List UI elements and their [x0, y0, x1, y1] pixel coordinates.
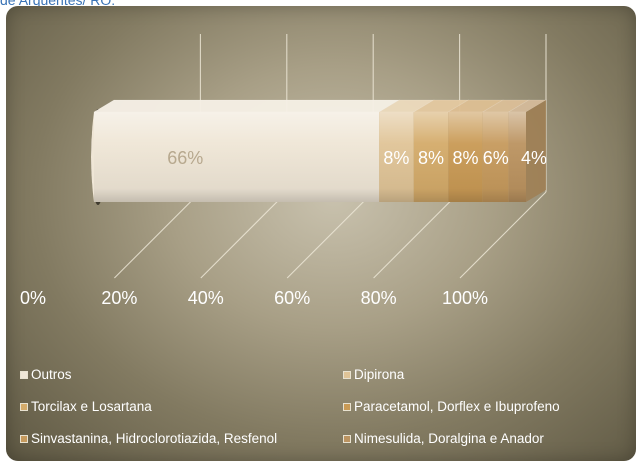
bar-segment-6	[507, 99, 548, 202]
gridline-floor	[286, 191, 374, 279]
bar-segment-4	[447, 99, 504, 202]
legend-label: Paracetamol, Dorflex e Ibuprofeno	[354, 399, 560, 414]
legend-label: Nimesulida, Doralgina e Anador	[354, 431, 544, 446]
legend-item-6: Nimesulida, Doralgina e Anador	[343, 431, 544, 446]
legend-swatch	[20, 434, 28, 443]
data-label-6: 4%	[521, 148, 547, 168]
chart-legend: Outros Dipirona Torcilax e Losartana Parace…	[6, 6, 636, 461]
x-tick-label: 0%	[20, 288, 46, 308]
data-label-3: 8%	[418, 148, 444, 168]
gridline-floor	[200, 191, 288, 279]
x-tick-label: 40%	[188, 288, 224, 308]
legend-label: Dipirona	[354, 367, 405, 382]
bar-segment-5	[481, 99, 530, 202]
data-label-4: 8%	[453, 148, 479, 168]
data-label-1: 66%	[167, 148, 203, 168]
gridline-floor	[373, 191, 460, 279]
legend-item-1: Outros	[20, 367, 72, 382]
gridline-floor	[459, 191, 547, 279]
x-tick-label: 60%	[274, 288, 310, 308]
x-tick-label: 20%	[101, 288, 137, 308]
data-label-5: 6%	[483, 148, 509, 168]
x-tick-label: 100%	[442, 288, 488, 308]
legend-item-3: Torcilax e Losartana	[20, 399, 152, 414]
bar-segment-2	[378, 99, 435, 202]
legend-swatch	[20, 402, 28, 411]
legend-item-2: Dipirona	[343, 367, 404, 382]
bar-segment-3	[412, 99, 470, 202]
stacked-bar-chart: 66% 8% 8% 8% 6% 4% 0% 20% 40% 60% 80% 100%	[20, 34, 548, 308]
data-label-2: 8%	[383, 148, 409, 168]
legend-swatch	[343, 402, 351, 411]
chart-panel: 66% 8% 8% 8% 6% 4% 0% 20% 40% 60% 80% 100% Outros D…	[6, 6, 636, 461]
legend-label: Sinvastanina, Hidroclorotiazida, Resfeno…	[31, 431, 278, 446]
legend-swatch	[20, 370, 28, 379]
legend-label: Outros	[31, 367, 72, 382]
figure-caption: de Arquentes/ RO.	[0, 0, 116, 8]
legend-label: Torcilax e Losartana	[31, 399, 152, 414]
x-tick-label: 80%	[361, 288, 397, 308]
legend-swatch	[343, 370, 351, 379]
legend-swatch	[343, 434, 351, 443]
legend-item-4: Paracetamol, Dorflex e Ibuprofeno	[343, 399, 560, 414]
bar-segment-1	[91, 99, 401, 202]
gridline-floor	[114, 191, 201, 279]
legend-item-5: Sinvastanina, Hidroclorotiazida, Resfeno…	[20, 431, 277, 446]
